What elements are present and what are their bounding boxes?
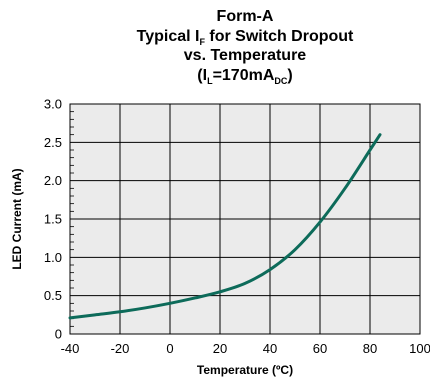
chart-title-line: (IL=170mADC) (197, 67, 292, 86)
x-tick-label: 20 (213, 341, 227, 356)
x-tick-label: 40 (263, 341, 277, 356)
x-tick-label: -20 (111, 341, 130, 356)
x-tick-label: 60 (313, 341, 327, 356)
minor-ticks (70, 111, 74, 327)
plot-frame (69, 103, 421, 335)
x-tick-label: 80 (363, 341, 377, 356)
series-group (68, 133, 382, 320)
y-tick-label: 2.0 (44, 173, 62, 188)
x-tick-labels: -40 -20 0 20 40 60 80 100 (61, 341, 430, 356)
grid (70, 104, 420, 334)
y-tick-label: 1.5 (44, 212, 62, 227)
x-axis-label: Temperature (ºC) (197, 363, 293, 377)
y-tick-label: 1.0 (44, 250, 62, 265)
series-line (68, 133, 382, 320)
y-tick-label: 0.5 (44, 288, 62, 303)
x-tick-label: -40 (61, 341, 80, 356)
y-tick-label: 0 (55, 327, 62, 342)
x-tick-label: 0 (166, 341, 173, 356)
chart-title-line: Form-A (217, 8, 274, 25)
chart-title-line: Typical IF for Switch Dropout (137, 28, 354, 47)
y-tick-label: 3.0 (44, 97, 62, 112)
chart-title-line: vs. Temperature (184, 47, 307, 64)
x-tick-label: 100 (409, 341, 430, 356)
y-axis-label: LED Current (mA) (10, 168, 24, 269)
y-tick-label: 2.5 (44, 135, 62, 150)
y-tick-labels: 0 0.5 1.0 1.5 2.0 2.5 3.0 (44, 97, 62, 342)
